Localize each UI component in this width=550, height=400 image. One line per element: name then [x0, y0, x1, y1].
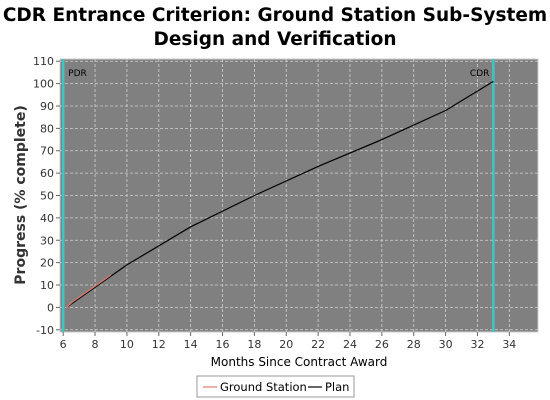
- x-tick-label-18: 18: [247, 338, 261, 351]
- series-line-ground-station: [66, 274, 112, 308]
- y-tick-label-80: 80: [40, 122, 54, 135]
- y-tick-label-20: 20: [40, 257, 54, 270]
- y-tick-label-0: 0: [47, 301, 54, 314]
- y-axis-ticks: -10 0 10 20 30 40 50 60 70 80 90 100 110: [33, 55, 60, 337]
- x-tick-label-20: 20: [279, 338, 293, 351]
- legend-box: [196, 375, 355, 398]
- plot-area: [59, 58, 539, 333]
- marker-label-pdr: PDR: [68, 69, 87, 79]
- y-tick-label-70: 70: [40, 145, 54, 158]
- x-tick-label-6: 6: [60, 338, 67, 351]
- x-axis-label: Months Since Contract Award: [211, 355, 388, 369]
- y-tick-label-60: 60: [40, 167, 54, 180]
- y-tick-label-90: 90: [40, 100, 54, 113]
- y-axis-label: Progress (% complete): [13, 105, 29, 284]
- chart-title-line-2: Design and Verification: [154, 29, 397, 50]
- x-tick-label-28: 28: [407, 338, 421, 351]
- x-tick-label-16: 16: [216, 338, 230, 351]
- x-tick-label-10: 10: [120, 338, 134, 351]
- x-tick-label-22: 22: [311, 338, 325, 351]
- y-tick-label-110: 110: [33, 55, 54, 68]
- y-tick-label-10: 10: [40, 279, 54, 292]
- chart-title-line-1: CDR Entrance Criterion: Ground Station S…: [3, 5, 547, 26]
- x-tick-label-14: 14: [184, 338, 198, 351]
- legend: Ground Station Plan: [196, 375, 355, 398]
- milestone-markers: PDR CDR: [61, 59, 495, 332]
- x-tick-label-26: 26: [375, 338, 389, 351]
- x-tick-label-12: 12: [152, 338, 166, 351]
- x-tick-label-24: 24: [343, 338, 357, 351]
- series-lines: [66, 80, 494, 308]
- y-tick-label-100: 100: [33, 78, 54, 91]
- x-tick-label-34: 34: [502, 338, 516, 351]
- x-tick-label-32: 32: [470, 338, 484, 351]
- y-tick-label-50: 50: [40, 190, 54, 203]
- marker-label-cdr: CDR: [470, 69, 489, 79]
- x-tick-label-30: 30: [439, 338, 453, 351]
- x-axis-ticks: 6 8 10 12 14 16 18 20 22 24 26 28 30 32 34: [60, 332, 516, 351]
- series-line-plan: [66, 80, 494, 308]
- x-tick-label-8: 8: [92, 338, 99, 351]
- y-tick-label-40: 40: [40, 212, 54, 225]
- y-tick-label--10: -10: [36, 324, 54, 337]
- y-tick-label-30: 30: [40, 234, 54, 247]
- legend-label-plan: Plan: [325, 380, 349, 394]
- legend-label-ground-station: Ground Station: [220, 380, 307, 394]
